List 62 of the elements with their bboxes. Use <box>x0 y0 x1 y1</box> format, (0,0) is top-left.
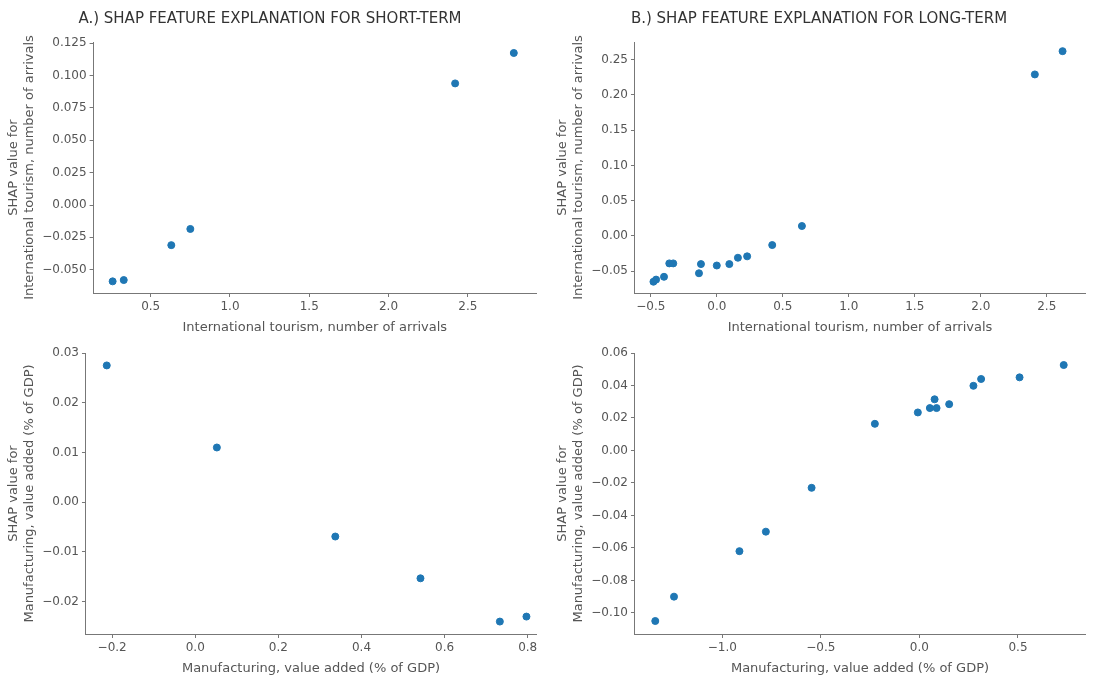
y-tick-label: −0.05 <box>591 263 628 278</box>
x-tick-label: 2.5 <box>1037 299 1057 314</box>
y-tick-label: −0.050 <box>42 261 87 276</box>
x-tick-label: 0.5 <box>1008 640 1028 655</box>
y-tick-label: −0.08 <box>591 572 628 587</box>
y-axis-title: SHAP value for Manufacturing, value added (% of GDP) <box>554 364 585 623</box>
y-tick-label: 0.025 <box>52 164 87 179</box>
y-tick-label: −0.025 <box>42 229 87 244</box>
x-tick-label: 0.2 <box>268 640 288 655</box>
y-axis-title: SHAP value for Manufacturing, value added (% of GDP) <box>5 364 36 623</box>
y-tick-label: 0.10 <box>601 157 628 172</box>
x-tick-label: 0.6 <box>435 640 455 655</box>
y-tick-label: 0.20 <box>601 87 628 101</box>
x-tick-label: 2.0 <box>971 299 991 314</box>
y-tick-label: 0.00 <box>601 442 628 457</box>
y-tick-label: −0.01 <box>42 544 79 559</box>
x-tick-label: 0.0 <box>185 640 205 655</box>
x-axis-title: Manufacturing, value added (% of GDP) <box>181 659 441 675</box>
x-tick-label: −0.2 <box>97 640 127 655</box>
x-tick-label: 0.5 <box>773 299 793 314</box>
y-tick-label: 0.02 <box>601 410 628 425</box>
y-tick-label: −0.04 <box>591 507 628 522</box>
x-tick-label: 0.8 <box>518 640 538 655</box>
y-tick-label: 0.02 <box>52 394 79 409</box>
x-tick-label: 2.5 <box>458 299 478 314</box>
y-axis-title: SHAP value for International tourism, number of arrivals <box>554 34 585 300</box>
y-tick-label: −0.02 <box>591 475 628 490</box>
x-tick-label: 0.0 <box>909 640 929 655</box>
y-tick-label: 0.06 <box>601 345 628 360</box>
y-tick-label: 0.00 <box>601 228 628 243</box>
chart-title: A.) SHAP FEATURE EXPLANATION FOR SHORT-TERM <box>78 8 462 27</box>
y-tick-label: 0.25 <box>601 51 628 66</box>
x-tick-label: 1.0 <box>839 299 859 314</box>
x-tick-label: −0.5 <box>806 640 836 655</box>
y-tick-label: 0.04 <box>601 377 628 392</box>
x-axis-title: Manufacturing, value added (% of GDP) <box>730 659 990 675</box>
y-tick-label: 0.125 <box>52 35 87 50</box>
x-tick-label: −0.5 <box>636 299 666 314</box>
x-axis-title: International tourism, number of arrivals <box>182 318 448 334</box>
x-axis-title: International tourism, number of arrivals <box>727 318 993 334</box>
x-tick-label: 0.5 <box>141 299 161 314</box>
y-tick-label: 0.15 <box>601 122 628 137</box>
y-tick-label: 0.050 <box>52 132 87 147</box>
x-tick-label: 2.0 <box>378 299 399 314</box>
chart-title: B.) SHAP FEATURE EXPLANATION FOR LONG-TERM <box>630 8 1008 27</box>
y-tick-label: 0.01 <box>52 444 79 459</box>
x-tick-label: 1.5 <box>905 299 925 314</box>
y-tick-label: −0.02 <box>42 593 79 608</box>
x-tick-label: 1.0 <box>220 299 240 314</box>
x-tick-label: 0.4 <box>351 640 372 655</box>
y-tick-label: 0.03 <box>52 345 79 360</box>
y-tick-label: 0.05 <box>601 192 628 207</box>
y-tick-label: −0.06 <box>591 540 628 555</box>
y-tick-label: 0.100 <box>52 67 87 82</box>
x-tick-label: 0.0 <box>707 299 727 314</box>
y-tick-label: −0.10 <box>591 605 628 620</box>
y-tick-label: 0.00 <box>52 494 79 509</box>
y-axis-title: SHAP value for International tourism, number of arrivals <box>5 34 36 300</box>
x-tick-label: 1.5 <box>299 299 319 314</box>
y-tick-label: 0.000 <box>52 197 87 212</box>
x-tick-label: −1.0 <box>707 640 737 655</box>
y-tick-label: 0.075 <box>52 100 87 115</box>
